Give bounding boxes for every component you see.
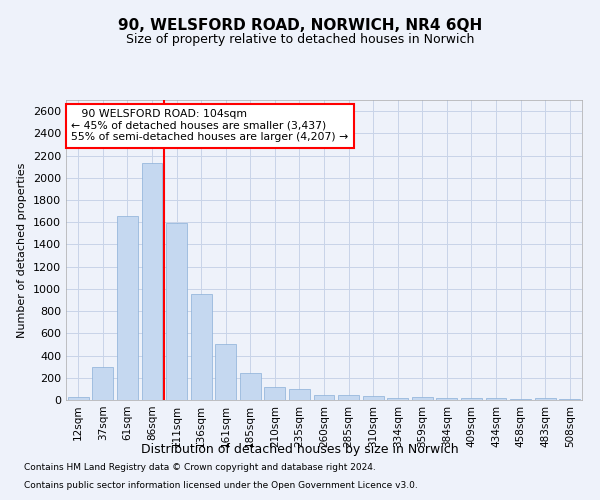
- Bar: [142, 164, 163, 400]
- Text: Distribution of detached houses by size in Norwich: Distribution of detached houses by size …: [141, 442, 459, 456]
- Text: Contains HM Land Registry data © Crown copyright and database right 2024.: Contains HM Land Registry data © Crown c…: [24, 464, 376, 472]
- Bar: [436, 398, 457, 400]
- Text: Contains public sector information licensed under the Open Government Licence v3: Contains public sector information licen…: [24, 481, 418, 490]
- Bar: [215, 344, 236, 400]
- Bar: [461, 398, 482, 400]
- Bar: [117, 216, 138, 400]
- Bar: [387, 398, 408, 400]
- Bar: [68, 397, 89, 400]
- Bar: [338, 395, 359, 400]
- Text: Size of property relative to detached houses in Norwich: Size of property relative to detached ho…: [126, 32, 474, 46]
- Bar: [485, 398, 506, 400]
- Text: 90 WELSFORD ROAD: 104sqm
← 45% of detached houses are smaller (3,437)
55% of sem: 90 WELSFORD ROAD: 104sqm ← 45% of detach…: [71, 109, 349, 142]
- Text: 90, WELSFORD ROAD, NORWICH, NR4 6QH: 90, WELSFORD ROAD, NORWICH, NR4 6QH: [118, 18, 482, 32]
- Bar: [362, 396, 383, 400]
- Bar: [92, 367, 113, 400]
- Y-axis label: Number of detached properties: Number of detached properties: [17, 162, 28, 338]
- Bar: [166, 224, 187, 400]
- Bar: [191, 294, 212, 400]
- Bar: [240, 373, 261, 400]
- Bar: [535, 398, 556, 400]
- Bar: [314, 395, 334, 400]
- Bar: [265, 386, 286, 400]
- Bar: [289, 389, 310, 400]
- Bar: [412, 397, 433, 400]
